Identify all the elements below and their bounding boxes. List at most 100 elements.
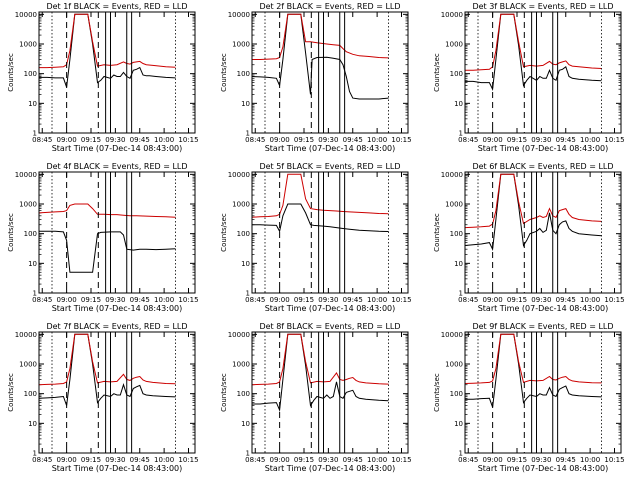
x-tick-label: 09:15 bbox=[81, 296, 101, 304]
y-tick-label: 10 bbox=[28, 260, 37, 268]
x-tick-label: 10:15 bbox=[604, 456, 624, 464]
x-tick-label: 10:00 bbox=[580, 136, 600, 144]
x-axis-label: Start Time (07-Dec-14 08:43:00) bbox=[52, 304, 183, 313]
y-tick-label: 10 bbox=[28, 100, 37, 108]
x-tick-label: 09:30 bbox=[105, 136, 125, 144]
x-axis-label: Start Time (07-Dec-14 08:43:00) bbox=[52, 464, 183, 473]
x-tick-label: 10:00 bbox=[580, 456, 600, 464]
x-tick-label: 09:15 bbox=[507, 136, 527, 144]
y-tick-label: 10 bbox=[454, 260, 463, 268]
x-tick-label: 09:45 bbox=[130, 136, 150, 144]
x-tick-label: 09:00 bbox=[57, 296, 77, 304]
x-tick-label: 10:15 bbox=[178, 136, 198, 144]
y-axis-label: Counts/sec bbox=[220, 53, 228, 92]
x-tick-label: 09:30 bbox=[531, 296, 551, 304]
plot-frame bbox=[464, 11, 622, 134]
x-tick-label: 09:00 bbox=[270, 296, 290, 304]
plot-frame bbox=[38, 331, 196, 454]
plot-frame bbox=[251, 171, 409, 294]
plot-frame bbox=[464, 171, 622, 294]
x-axis-label: Start Time (07-Dec-14 08:43:00) bbox=[478, 464, 609, 473]
x-tick-label: 08:45 bbox=[245, 136, 265, 144]
x-tick-label: 09:15 bbox=[507, 296, 527, 304]
x-tick-label: 08:45 bbox=[458, 296, 478, 304]
lld-series-line bbox=[465, 13, 602, 71]
y-tick-label: 1000 bbox=[232, 361, 250, 369]
y-tick-label: 10000 bbox=[15, 171, 37, 179]
y-tick-label: 10000 bbox=[228, 11, 250, 19]
x-tick-label: 09:45 bbox=[556, 296, 576, 304]
y-tick-label: 1000 bbox=[445, 41, 463, 49]
lld-series-line bbox=[38, 203, 176, 218]
y-tick-label: 10 bbox=[241, 420, 250, 428]
x-tick-label: 10:00 bbox=[580, 296, 600, 304]
events-series-line bbox=[252, 333, 389, 413]
panel-det-3: Det 3f BLACK = Events, RED = LLD Counts/s… bbox=[433, 2, 625, 153]
x-axis-label: Start Time (07-Dec-14 08:43:00) bbox=[265, 304, 396, 313]
x-tick-label: 08:45 bbox=[458, 456, 478, 464]
x-axis-label: Start Time (07-Dec-14 08:43:00) bbox=[265, 464, 396, 473]
x-tick-label: 10:00 bbox=[154, 296, 174, 304]
y-tick-label: 10000 bbox=[441, 171, 463, 179]
x-tick-label: 09:30 bbox=[105, 456, 125, 464]
y-tick-label: 1 bbox=[246, 450, 250, 458]
x-tick-label: 09:45 bbox=[130, 296, 150, 304]
y-tick-label: 10000 bbox=[441, 331, 463, 339]
x-tick-label: 09:00 bbox=[270, 136, 290, 144]
x-tick-label: 09:15 bbox=[507, 456, 527, 464]
panel-det-2: Det 2f BLACK = Events, RED = LLD Counts/s… bbox=[220, 2, 412, 153]
y-tick-label: 100 bbox=[237, 230, 250, 238]
events-series-line bbox=[252, 203, 389, 233]
x-tick-label: 09:30 bbox=[318, 136, 338, 144]
panel-det-8: Det 8f BLACK = Events, RED = LLD Counts/s… bbox=[220, 322, 412, 473]
x-tick-label: 10:15 bbox=[391, 456, 411, 464]
plot-frame bbox=[251, 11, 409, 134]
x-tick-label: 09:00 bbox=[483, 456, 503, 464]
y-tick-label: 10000 bbox=[228, 171, 250, 179]
lld-series-line bbox=[251, 333, 389, 386]
panel-title: Det 1f BLACK = Events, RED = LLD bbox=[46, 2, 187, 11]
y-axis-label: Counts/sec bbox=[7, 53, 15, 92]
y-tick-label: 10000 bbox=[228, 331, 250, 339]
panel-det-9: Det 9f BLACK = Events, RED = LLD Counts/s… bbox=[433, 322, 625, 473]
y-axis-label: Counts/sec bbox=[7, 373, 15, 412]
y-tick-label: 1 bbox=[459, 290, 463, 298]
y-tick-label: 10 bbox=[241, 100, 250, 108]
y-tick-label: 1000 bbox=[232, 41, 250, 49]
plot-frame bbox=[38, 171, 196, 294]
x-tick-label: 09:45 bbox=[556, 456, 576, 464]
x-tick-label: 09:30 bbox=[531, 136, 551, 144]
y-tick-label: 100 bbox=[237, 70, 250, 78]
x-tick-label: 09:30 bbox=[531, 456, 551, 464]
panel-title: Det 9f BLACK = Events, RED = LLD bbox=[472, 322, 613, 331]
events-series-line bbox=[39, 230, 176, 273]
x-tick-label: 09:15 bbox=[81, 136, 101, 144]
lld-series-line bbox=[464, 173, 602, 229]
x-axis-label: Start Time (07-Dec-14 08:43:00) bbox=[478, 304, 609, 313]
x-tick-label: 09:30 bbox=[318, 296, 338, 304]
y-axis-label: Counts/sec bbox=[433, 213, 441, 252]
x-tick-label: 09:30 bbox=[318, 456, 338, 464]
x-tick-label: 09:00 bbox=[483, 136, 503, 144]
x-tick-label: 10:15 bbox=[391, 136, 411, 144]
events-series-line bbox=[39, 13, 176, 88]
panel-title: Det 8f BLACK = Events, RED = LLD bbox=[259, 322, 400, 331]
y-tick-label: 10000 bbox=[15, 331, 37, 339]
x-axis-label: Start Time (07-Dec-14 08:43:00) bbox=[52, 144, 183, 153]
x-tick-label: 10:00 bbox=[154, 136, 174, 144]
x-tick-label: 09:45 bbox=[343, 296, 363, 304]
y-tick-label: 1 bbox=[246, 130, 250, 138]
y-tick-label: 100 bbox=[450, 70, 463, 78]
y-tick-label: 1000 bbox=[445, 361, 463, 369]
x-tick-label: 09:00 bbox=[57, 456, 77, 464]
y-tick-label: 1 bbox=[459, 130, 463, 138]
y-tick-label: 10 bbox=[454, 420, 463, 428]
x-tick-label: 10:15 bbox=[178, 296, 198, 304]
events-series-line bbox=[464, 173, 602, 251]
x-tick-label: 09:15 bbox=[294, 296, 314, 304]
x-tick-label: 10:15 bbox=[178, 456, 198, 464]
panel-title: Det 2f BLACK = Events, RED = LLD bbox=[259, 2, 400, 11]
y-axis-label: Counts/sec bbox=[433, 53, 441, 92]
plot-frame bbox=[251, 331, 409, 454]
